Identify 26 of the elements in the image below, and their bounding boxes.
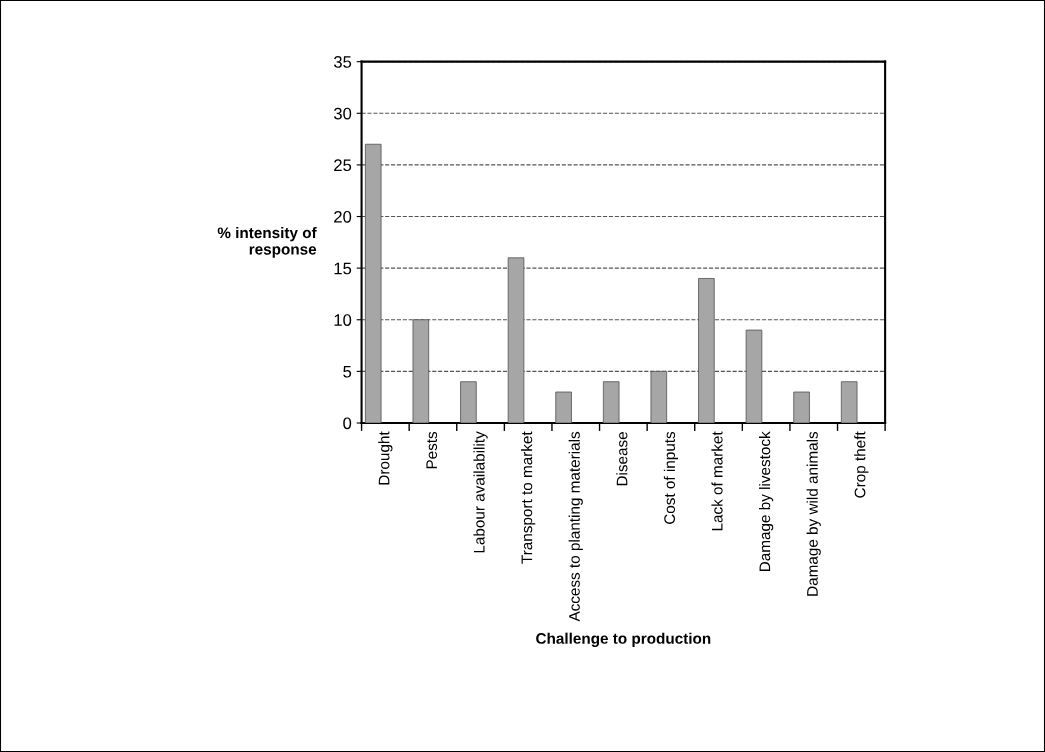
bar bbox=[602, 381, 620, 423]
x-tick-label: Crop theft bbox=[854, 431, 869, 498]
y-tick-label: 15 bbox=[334, 262, 352, 275]
x-tick-label: Damage by wild animals bbox=[806, 431, 821, 596]
bar bbox=[460, 381, 477, 423]
bar bbox=[840, 381, 858, 423]
y-tick-label: 20 bbox=[334, 210, 352, 223]
x-tick-label: Lack of market bbox=[711, 431, 723, 531]
y-tick-label: 30 bbox=[333, 107, 352, 120]
x-tick-label: Damage by livestock bbox=[759, 431, 774, 572]
y-axis-title: % intensity of response bbox=[217, 226, 317, 258]
x-tick-label: Access to planting materials bbox=[568, 431, 583, 622]
x-axis-title: Challenge to production bbox=[536, 632, 711, 647]
y-tick-label: 25 bbox=[334, 159, 352, 172]
y-tick-label: 0 bbox=[343, 417, 352, 430]
y-tick-label: 10 bbox=[334, 314, 352, 326]
bar bbox=[793, 391, 810, 423]
x-tick-label: Labour availability bbox=[473, 431, 488, 553]
x-tick-label: Disease bbox=[616, 432, 628, 486]
x-tick-label: Transport to market bbox=[521, 431, 536, 564]
y-tick-label: 35 bbox=[333, 56, 352, 68]
x-tick-label: Drought bbox=[378, 431, 393, 485]
x-tick-label: Cost of inputs bbox=[663, 431, 679, 524]
x-tick-label: Pests bbox=[426, 431, 438, 469]
bar bbox=[555, 391, 572, 423]
y-tick-label: 5 bbox=[343, 365, 352, 378]
